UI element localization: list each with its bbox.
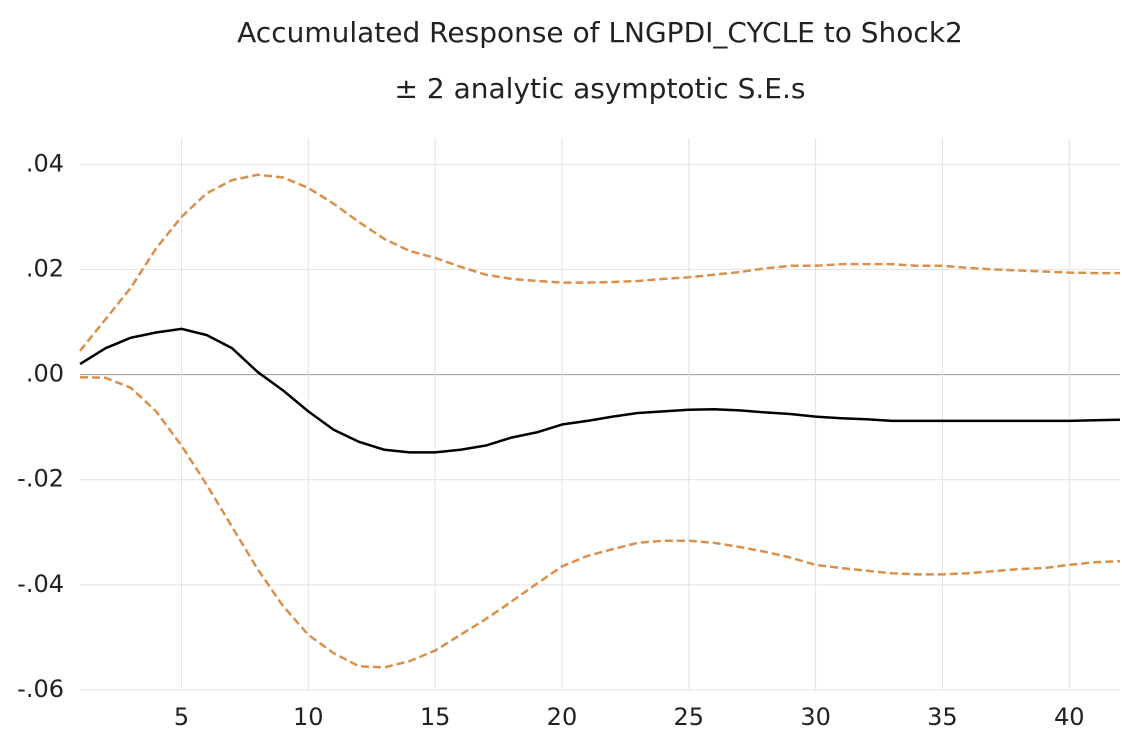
x-tick-label: 15 (420, 703, 451, 731)
y-tick-label: -.04 (17, 570, 64, 598)
x-tick-label: 10 (293, 703, 324, 731)
x-tick-label: 30 (800, 703, 831, 731)
series-line (79, 173, 1120, 352)
x-tick-label: 5 (174, 703, 189, 731)
y-tick-label: .04 (26, 149, 64, 177)
y-tick-label: .02 (26, 254, 64, 282)
y-tick-label: .00 (26, 360, 64, 388)
y-tick-label: -.06 (17, 675, 64, 703)
y-tick-label: -.02 (17, 465, 64, 493)
series-line (79, 375, 1121, 669)
x-tick-label: 25 (674, 703, 705, 731)
x-tick-label: 40 (1054, 703, 1085, 731)
x-tick-label: 35 (927, 703, 958, 731)
x-tick-label: 20 (547, 703, 578, 731)
series-line (79, 327, 1121, 454)
chart-subtitle: ± 2 analytic asymptotic S.E.s (395, 72, 806, 105)
chart-title: Accumulated Response of LNGPDI_CYCLE to … (237, 16, 963, 49)
